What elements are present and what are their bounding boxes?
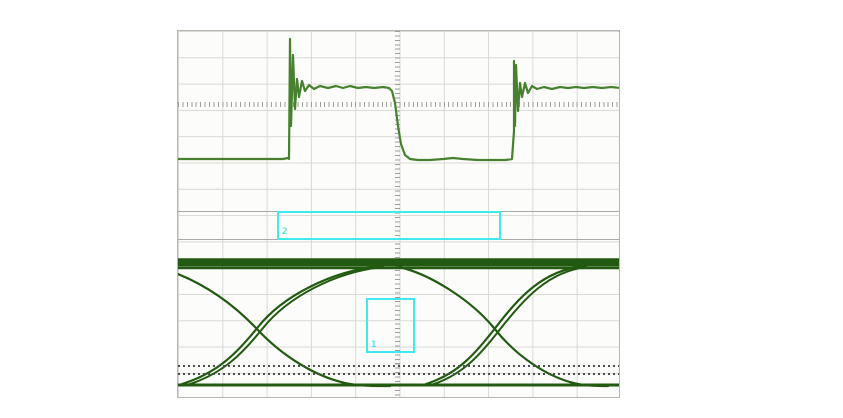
dotted-threshold-line-lower: [178, 373, 619, 375]
dotted-threshold-line-upper: [178, 365, 619, 367]
cyan-cursor-rectangle: 2: [277, 211, 501, 240]
mask-channel-label: 1: [371, 340, 377, 350]
eye-diagram-rise-left-b: [186, 266, 384, 386]
eye-diagram-fall-right: [397, 265, 610, 388]
eye-diagram-rise-left-a: [180, 264, 383, 386]
square-wave-trace: [178, 37, 619, 162]
eye-mask-rectangle: 1: [366, 298, 415, 353]
eye-diagram-rise-right-a: [424, 261, 619, 386]
eye-diagram-fall-left: [178, 272, 392, 388]
oscilloscope-screen: 2 1: [177, 30, 620, 398]
cyan-rect-channel-label: 2: [282, 227, 288, 237]
eye-diagram-rise-right-b: [430, 266, 587, 386]
center-vertical-tick-axis: [395, 31, 400, 397]
waveform-traces-svg: [178, 37, 619, 388]
